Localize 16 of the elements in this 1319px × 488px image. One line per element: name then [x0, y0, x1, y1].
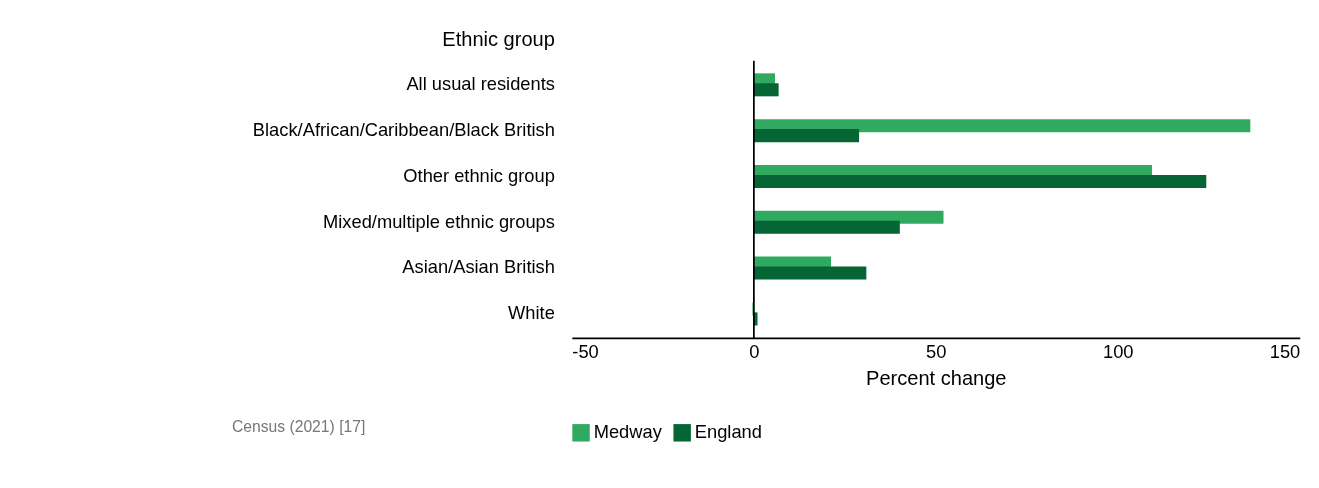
y-tick-label: White: [508, 302, 555, 324]
y-tick-label: Asian/Asian British: [402, 256, 555, 278]
x-tick-label: 50: [926, 341, 947, 363]
x-tick-label: -50: [572, 341, 599, 363]
legend-label: England: [694, 421, 762, 443]
y-axis-title: Ethnic group: [442, 28, 555, 51]
y-tick-label: Black/African/Caribbean/Black British: [252, 118, 555, 140]
y-tick-label: Other ethnic group: [403, 164, 555, 186]
x-tick-label: 100: [1103, 341, 1134, 363]
x-tick-label: 0: [749, 341, 760, 363]
x-axis-title: Percent change: [866, 366, 1007, 389]
legend-label: Medway: [593, 421, 663, 443]
x-tick-label: 150: [1269, 341, 1301, 363]
text: Census (2021) [17]: [231, 418, 366, 436]
y-tick-label: Mixed/multiple ethnic groups: [323, 210, 555, 232]
y-tick-label: All usual residents: [406, 73, 555, 95]
